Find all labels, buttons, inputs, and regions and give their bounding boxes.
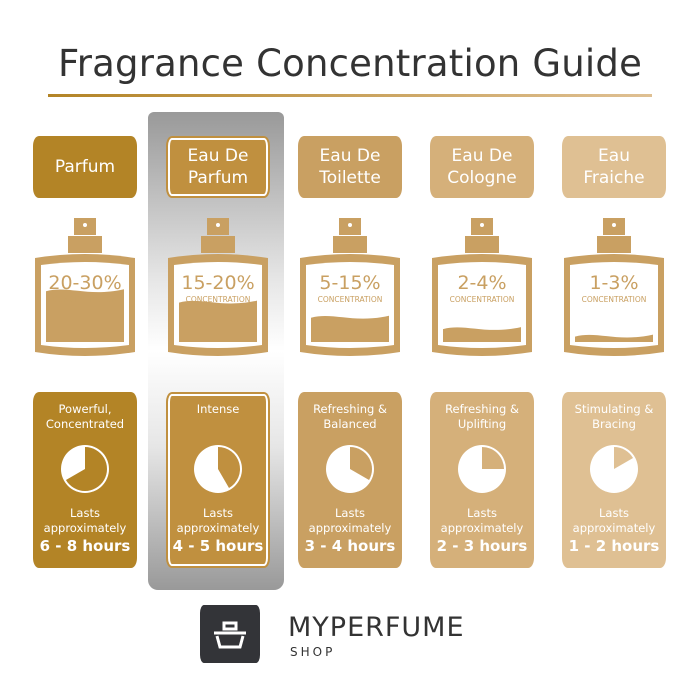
hours-value: 4 - 5 hours bbox=[172, 537, 264, 555]
bottle-icon: 1-3% CONCENTRATION bbox=[562, 216, 666, 360]
description: Refreshing & Balanced bbox=[313, 402, 387, 431]
column-3: Eau De Cologne 2-4% CONCENTRATION Refres… bbox=[430, 0, 534, 600]
longevity-card: Intense Lasts approximately 4 - 5 hours bbox=[166, 392, 270, 568]
lasts-label: Lasts approximately bbox=[572, 506, 656, 535]
brand-name: MYPERFUME bbox=[288, 612, 465, 643]
bottle-nozzle bbox=[479, 222, 485, 228]
concentration-label: CONCENTRATION bbox=[185, 295, 251, 304]
page-title: Fragrance Concentration Guide bbox=[57, 42, 643, 85]
bottle-neck bbox=[597, 236, 631, 253]
title-underline bbox=[48, 94, 652, 97]
type-header: Eau Fraiche bbox=[562, 136, 666, 198]
clock-pie-icon bbox=[194, 445, 242, 493]
pie-hours-wedge bbox=[218, 447, 240, 489]
bottle-icon: 20-30% CONCENTRATION bbox=[33, 216, 137, 360]
column-2: Eau De Toilette 5-15% CONCENTRATION Refr… bbox=[298, 0, 402, 600]
description: Powerful, Concentrated bbox=[45, 402, 125, 431]
lasts-label: Lasts approximately bbox=[43, 506, 127, 535]
concentration-label: CONCENTRATION bbox=[581, 295, 647, 304]
description: Stimulating & Bracing bbox=[574, 402, 654, 431]
longevity-card: Powerful, Concentrated Lasts approximate… bbox=[33, 392, 137, 568]
description: Refreshing & Uplifting bbox=[445, 402, 519, 431]
liquid-level bbox=[311, 315, 389, 342]
brand-sub: SHOP bbox=[290, 645, 336, 659]
type-header: Eau De Parfum bbox=[166, 136, 270, 198]
bottle-nozzle bbox=[215, 222, 221, 228]
concentration-value: 15-20% bbox=[181, 272, 255, 294]
type-name: Eau De Parfum bbox=[187, 146, 249, 188]
liquid-level bbox=[443, 327, 521, 342]
type-header: Eau De Toilette bbox=[298, 136, 402, 198]
concentration-label: CONCENTRATION bbox=[52, 295, 118, 304]
type-name: Eau Fraiche bbox=[583, 146, 645, 188]
bottle-nozzle bbox=[347, 222, 353, 228]
lasts-label: Lasts approximately bbox=[176, 506, 260, 535]
type-name: Parfum bbox=[54, 157, 116, 177]
lasts-label: Lasts approximately bbox=[440, 506, 524, 535]
clock-pie-icon bbox=[590, 445, 638, 493]
type-header: Parfum bbox=[33, 136, 137, 198]
pie-hours-wedge bbox=[65, 447, 107, 491]
concentration-label: CONCENTRATION bbox=[449, 295, 515, 304]
concentration-label: CONCENTRATION bbox=[317, 295, 383, 304]
clock-pie-icon bbox=[458, 445, 506, 493]
bottle-icon: 5-15% CONCENTRATION bbox=[298, 216, 402, 360]
pie-hours-wedge bbox=[350, 447, 372, 480]
description: Intense bbox=[196, 402, 240, 416]
pie-hours-wedge bbox=[482, 447, 504, 469]
brand-logo-icon bbox=[200, 605, 260, 663]
bottle-neck bbox=[201, 236, 235, 253]
bottle-icon: 15-20% CONCENTRATION bbox=[166, 216, 270, 360]
pie-hours-wedge bbox=[614, 447, 634, 469]
type-name: Eau De Cologne bbox=[447, 146, 517, 188]
clock-pie-icon bbox=[61, 445, 109, 493]
bottle-nozzle bbox=[611, 222, 617, 228]
longevity-card: Refreshing & Uplifting Lasts approximate… bbox=[430, 392, 534, 568]
type-header: Eau De Cologne bbox=[430, 136, 534, 198]
longevity-card: Refreshing & Balanced Lasts approximatel… bbox=[298, 392, 402, 568]
liquid-level bbox=[179, 300, 257, 342]
hours-value: 1 - 2 hours bbox=[568, 537, 660, 555]
column-4: Eau Fraiche 1-3% CONCENTRATION Stimulati… bbox=[562, 0, 666, 600]
type-name: Eau De Toilette bbox=[319, 146, 381, 188]
column-0: Parfum 20-30% CONCENTRATION Powerful, Co… bbox=[33, 0, 137, 600]
liquid-level bbox=[575, 334, 653, 342]
concentration-value: 1-3% bbox=[589, 272, 639, 294]
column-1: Eau De Parfum 15-20% CONCENTRATION Inten… bbox=[166, 0, 270, 600]
liquid-level bbox=[46, 289, 124, 342]
lasts-label: Lasts approximately bbox=[308, 506, 392, 535]
bottle-neck bbox=[465, 236, 499, 253]
hours-value: 6 - 8 hours bbox=[39, 537, 131, 555]
concentration-value: 2-4% bbox=[457, 272, 507, 294]
longevity-card: Stimulating & Bracing Lasts approximatel… bbox=[562, 392, 666, 568]
clock-pie-icon bbox=[326, 445, 374, 493]
hours-value: 2 - 3 hours bbox=[436, 537, 528, 555]
concentration-value: 20-30% bbox=[48, 272, 122, 294]
bottle-neck bbox=[333, 236, 367, 253]
concentration-value: 5-15% bbox=[319, 272, 381, 294]
bottle-nozzle bbox=[82, 222, 88, 228]
bottle-neck bbox=[68, 236, 102, 253]
bottle-icon: 2-4% CONCENTRATION bbox=[430, 216, 534, 360]
hours-value: 3 - 4 hours bbox=[304, 537, 396, 555]
